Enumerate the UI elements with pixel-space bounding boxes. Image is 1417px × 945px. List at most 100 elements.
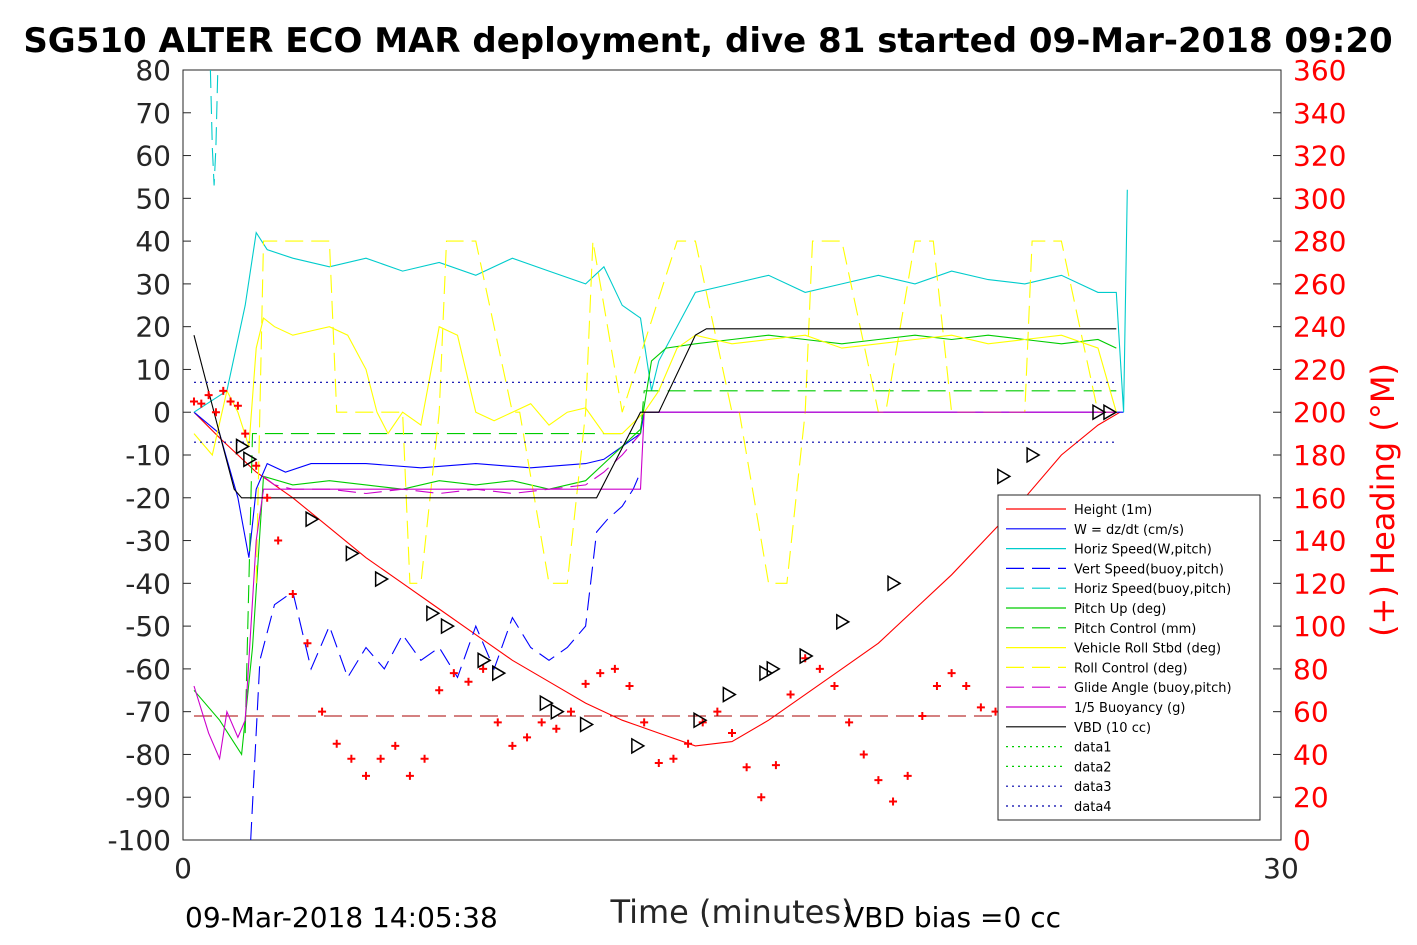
legend-entry: Horiz Speed(W,pitch) [1074,543,1212,558]
height-marker [550,703,565,720]
right-tick-label: 80 [1293,653,1329,686]
left-tick-label: -30 [125,525,171,558]
left-tick-label: -100 [107,824,171,857]
heading-point [845,718,854,727]
series-line-vert-speed-buoy-pitch [250,471,642,841]
heading-point [830,682,839,690]
legend-entry: Vert Speed(buoy,pitch) [1074,562,1224,577]
right-tick-label: 40 [1293,738,1329,771]
left-y-axis: 80 70 60 50 40 30 20 10 0 -10 -20 -30 -40 -50 -60 -70 -8… [107,54,191,857]
series-line-1-5-buoyancy-g [193,411,1117,761]
legend-entry: Roll Control (deg) [1074,661,1188,676]
heading-point [420,754,429,763]
left-tick-label: -10 [125,439,171,472]
heading-point [537,718,546,727]
heading-point [874,776,883,785]
heading-point [889,797,898,806]
height-marker [492,664,507,682]
legend-entry: Height (1m) [1074,503,1152,518]
heading-point [405,771,414,780]
height-marker [305,510,320,528]
heading-point [918,711,927,720]
heading-point [610,664,619,673]
right-tick-label: 220 [1293,353,1346,386]
height-marker [759,664,774,682]
left-tick-label: 80 [135,54,171,87]
right-tick-label: 280 [1293,225,1346,258]
x-axis: 0 30 [174,832,1299,885]
legend-entry: W = dz/dt (cm/s) [1074,523,1184,538]
left-tick-label: -50 [125,610,171,643]
right-tick-label: 20 [1293,781,1329,814]
heading-point [815,664,824,673]
heading-point [233,401,242,410]
height-marker [799,647,814,665]
footer-vbd-bias: VBD bias =0 cc [845,901,1061,934]
height-marker [374,570,390,588]
chart-title: SG510 ALTER ECO MAR deployment, dive 81 … [23,21,1392,61]
height-marker [836,613,851,631]
heading-point [566,707,575,716]
height-marker [1026,446,1041,464]
heading-point [962,682,971,690]
heading-point [728,729,736,738]
heading-point [376,754,385,763]
height-marker [1103,403,1118,421]
series-line-horiz-speed-buoy-pitch [209,69,219,186]
footer-timestamp: 09-Mar-2018 14:05:38 [185,901,498,934]
heading-point [332,739,341,748]
height-marker [887,575,902,592]
legend-entry: Horiz Speed(buoy,pitch) [1074,582,1231,597]
heading-point [596,669,605,678]
heading-point [263,493,272,502]
height-marker [631,737,646,755]
heading-point [932,682,941,690]
left-tick-label: 30 [135,268,171,301]
heading-point [742,763,751,772]
heading-point [508,741,517,750]
right-tick-label: 240 [1293,311,1346,344]
heading-point [288,590,297,599]
height-marker [1092,403,1107,421]
right-tick-label: 180 [1293,439,1346,472]
height-marker [243,450,258,468]
heading-point [684,739,693,748]
heading-point [391,741,400,750]
heading-point [479,664,488,673]
heading-point [204,391,213,400]
height-marker [722,686,737,703]
heading-point [347,754,356,763]
heading-point [771,761,780,770]
height-marker [440,617,456,635]
height-marker [235,438,251,455]
height-marker [426,604,441,622]
left-tick-label: 0 [153,396,171,429]
left-tick-label: -20 [125,482,171,515]
series-line-horiz-speed-w-pitch [193,189,1128,413]
left-tick-label: -40 [125,567,171,600]
heading-point [976,703,985,712]
legend: Height (1m) W = dz/dt (cm/s) Horiz Speed(W… [997,494,1261,821]
heading-point [362,771,370,780]
height-marker [539,694,554,712]
heading-point [903,771,912,780]
heading-point [449,669,458,678]
right-y-axis: 3603403203002802602402202001801601401201… [1273,54,1346,857]
heading-point [274,536,283,545]
heading-point [226,397,235,406]
right-tick-label: 160 [1293,482,1346,515]
heading-point [669,754,678,763]
series-line-pitch-up-deg [193,334,1117,757]
right-tick-label: 60 [1293,696,1329,729]
heading-point [552,724,561,733]
heading-point [581,679,590,688]
heading-point [303,639,312,648]
heading-point [219,386,228,395]
height-marker [766,660,781,678]
legend-entry: data2 [1074,760,1112,775]
left-tick-label: -90 [125,781,171,814]
legend-entry: Glide Angle (buoy,pitch) [1074,681,1232,696]
height-marker [693,711,708,729]
legend-entry: VBD (10 cc) [1074,721,1151,736]
